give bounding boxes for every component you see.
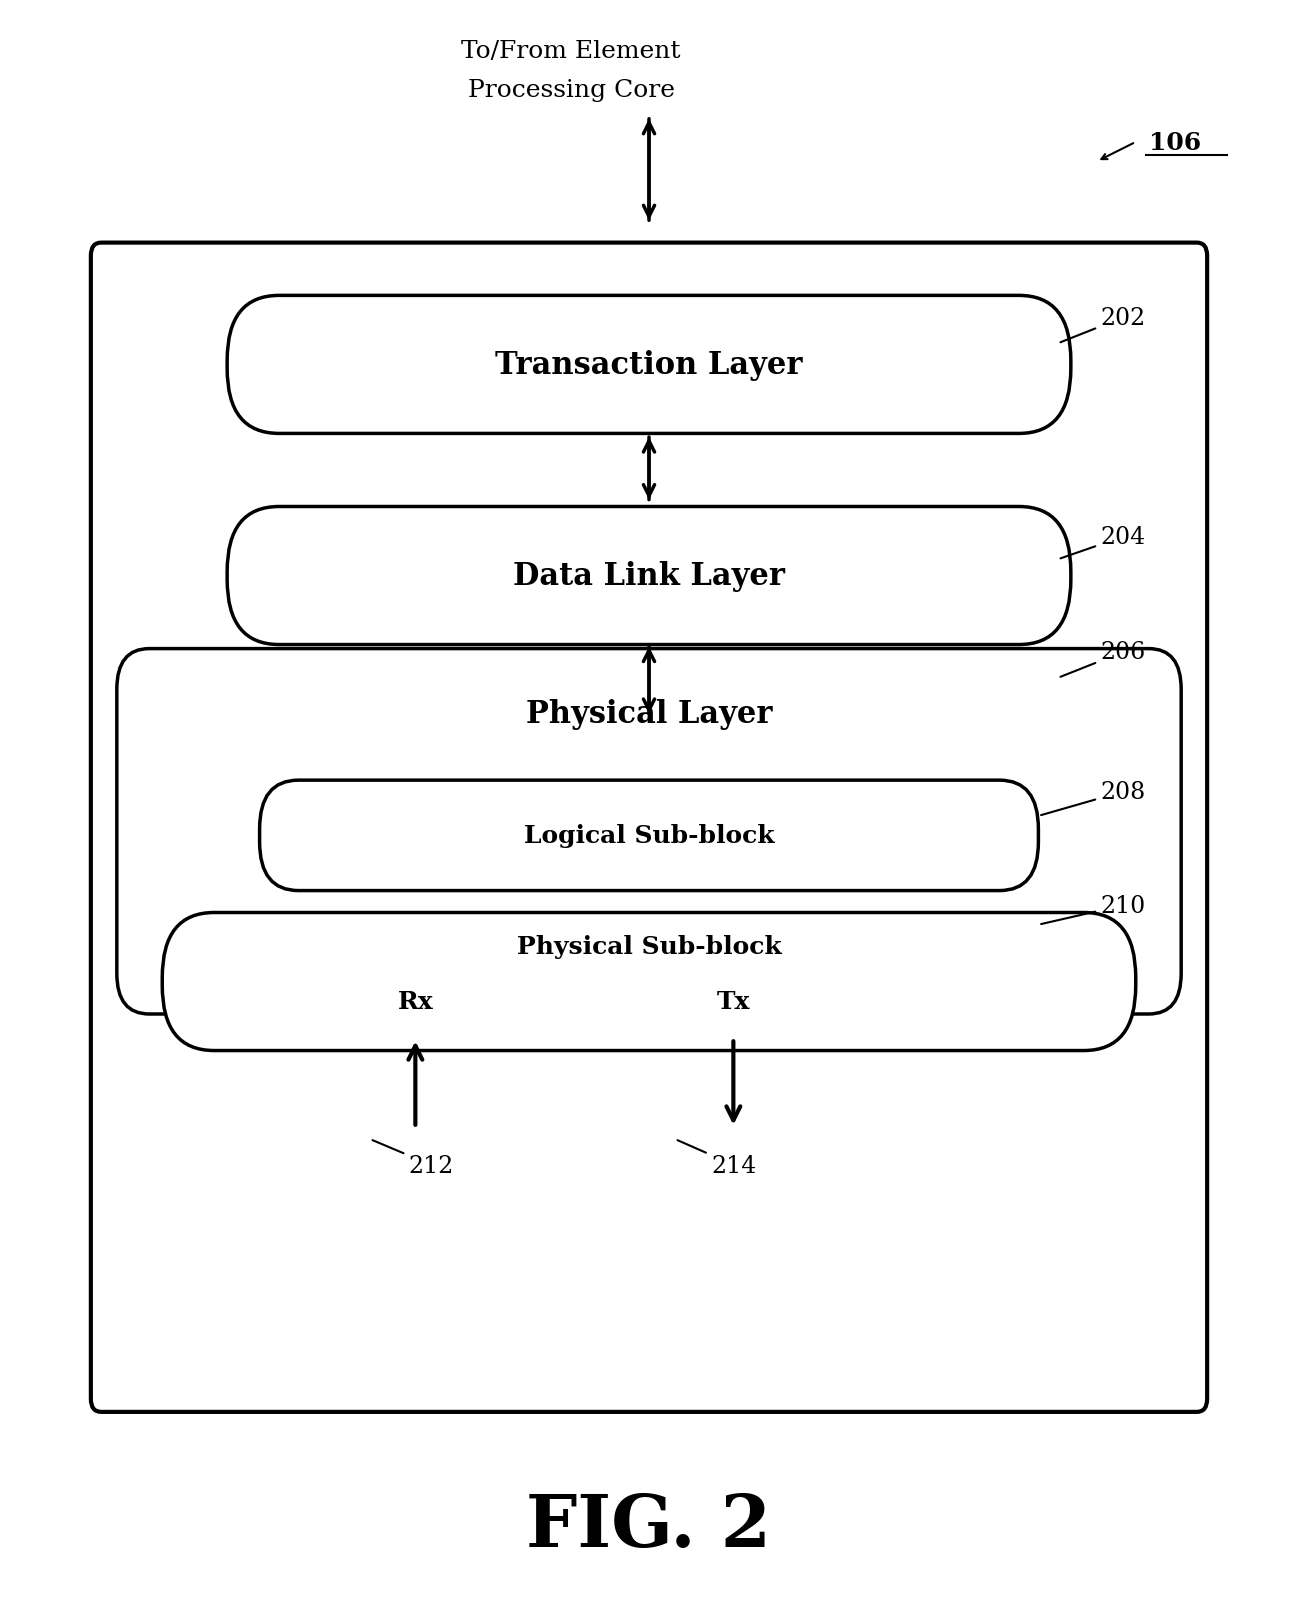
Text: Logical Sub-block: Logical Sub-block [523,824,775,847]
Text: Physical Sub-block: Physical Sub-block [517,935,781,958]
Text: Tx: Tx [716,990,750,1013]
FancyBboxPatch shape [91,243,1207,1412]
Text: Processing Core: Processing Core [467,80,675,102]
Text: Transaction Layer: Transaction Layer [496,349,802,381]
Text: 214: 214 [678,1141,757,1177]
FancyBboxPatch shape [117,649,1181,1014]
Text: 202: 202 [1060,307,1146,342]
FancyBboxPatch shape [227,297,1071,435]
Text: Rx: Rx [397,990,434,1013]
FancyBboxPatch shape [260,781,1038,891]
Text: 210: 210 [1041,894,1146,925]
Text: 208: 208 [1041,781,1146,816]
Text: Data Link Layer: Data Link Layer [513,560,785,592]
FancyBboxPatch shape [227,506,1071,644]
Text: 206: 206 [1060,641,1146,677]
Text: 212: 212 [373,1141,454,1177]
Text: To/From Element: To/From Element [461,41,681,63]
Text: 204: 204 [1060,526,1146,558]
FancyBboxPatch shape [162,912,1136,1052]
Text: FIG. 2: FIG. 2 [527,1490,771,1561]
Text: 106: 106 [1149,131,1201,154]
Text: Physical Layer: Physical Layer [526,698,772,730]
